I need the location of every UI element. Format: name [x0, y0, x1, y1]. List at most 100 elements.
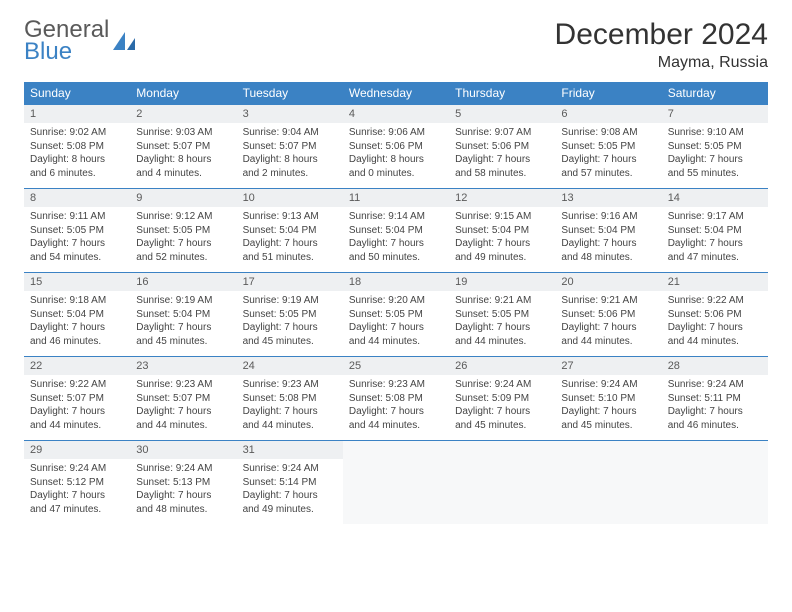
day-number-cell: 11	[343, 189, 449, 208]
day-number-cell: 28	[662, 357, 768, 376]
day-number-cell: 21	[662, 273, 768, 292]
sunset-line: Sunset: 5:11 PM	[668, 392, 762, 406]
day-number-cell: 18	[343, 273, 449, 292]
day-detail-cell: Sunrise: 9:11 AMSunset: 5:05 PMDaylight:…	[24, 207, 130, 273]
day-detail-cell: Sunrise: 9:06 AMSunset: 5:06 PMDaylight:…	[343, 123, 449, 189]
day-detail-cell: Sunrise: 9:24 AMSunset: 5:09 PMDaylight:…	[449, 375, 555, 441]
sunrise-line: Sunrise: 9:19 AM	[136, 294, 230, 308]
day-detail-cell: Sunrise: 9:23 AMSunset: 5:07 PMDaylight:…	[130, 375, 236, 441]
weekday-header: Tuesday	[237, 82, 343, 105]
day-number-cell: 20	[555, 273, 661, 292]
day-number-cell: 16	[130, 273, 236, 292]
day-number-cell: 31	[237, 441, 343, 460]
sunrise-line: Sunrise: 9:11 AM	[30, 210, 124, 224]
day-detail-cell: Sunrise: 9:21 AMSunset: 5:05 PMDaylight:…	[449, 291, 555, 357]
sunset-line: Sunset: 5:04 PM	[349, 224, 443, 238]
sunset-line: Sunset: 5:08 PM	[30, 140, 124, 154]
sunrise-line: Sunrise: 9:23 AM	[136, 378, 230, 392]
day-number-cell: 8	[24, 189, 130, 208]
day-number-cell: 29	[24, 441, 130, 460]
weekday-header: Friday	[555, 82, 661, 105]
day-detail-cell: Sunrise: 9:17 AMSunset: 5:04 PMDaylight:…	[662, 207, 768, 273]
sunrise-line: Sunrise: 9:24 AM	[30, 462, 124, 476]
day-number-cell: 7	[662, 105, 768, 124]
sunrise-line: Sunrise: 9:22 AM	[30, 378, 124, 392]
sunrise-line: Sunrise: 9:20 AM	[349, 294, 443, 308]
sunrise-line: Sunrise: 9:22 AM	[668, 294, 762, 308]
title-block: December 2024 Mayma, Russia	[555, 18, 768, 72]
sunset-line: Sunset: 5:04 PM	[668, 224, 762, 238]
day-detail-cell: Sunrise: 9:23 AMSunset: 5:08 PMDaylight:…	[343, 375, 449, 441]
sunrise-line: Sunrise: 9:17 AM	[668, 210, 762, 224]
day-detail-cell: Sunrise: 9:19 AMSunset: 5:04 PMDaylight:…	[130, 291, 236, 357]
sunrise-line: Sunrise: 9:16 AM	[561, 210, 655, 224]
day-detail-cell	[449, 459, 555, 524]
daylight-line: Daylight: 7 hours and 52 minutes.	[136, 237, 230, 264]
day-detail-cell: Sunrise: 9:08 AMSunset: 5:05 PMDaylight:…	[555, 123, 661, 189]
sunset-line: Sunset: 5:13 PM	[136, 476, 230, 490]
daylight-line: Daylight: 7 hours and 48 minutes.	[136, 489, 230, 516]
daylight-line: Daylight: 7 hours and 44 minutes.	[455, 321, 549, 348]
daylight-line: Daylight: 7 hours and 44 minutes.	[30, 405, 124, 432]
daylight-line: Daylight: 7 hours and 44 minutes.	[243, 405, 337, 432]
daylight-line: Daylight: 7 hours and 46 minutes.	[30, 321, 124, 348]
sunrise-line: Sunrise: 9:03 AM	[136, 126, 230, 140]
sunrise-line: Sunrise: 9:10 AM	[668, 126, 762, 140]
day-detail-cell: Sunrise: 9:21 AMSunset: 5:06 PMDaylight:…	[555, 291, 661, 357]
daylight-line: Daylight: 7 hours and 47 minutes.	[30, 489, 124, 516]
daylight-line: Daylight: 7 hours and 57 minutes.	[561, 153, 655, 180]
day-number-cell	[555, 441, 661, 460]
day-detail-cell: Sunrise: 9:10 AMSunset: 5:05 PMDaylight:…	[662, 123, 768, 189]
daylight-line: Daylight: 7 hours and 55 minutes.	[668, 153, 762, 180]
sunrise-line: Sunrise: 9:24 AM	[455, 378, 549, 392]
day-number-cell: 27	[555, 357, 661, 376]
daylight-line: Daylight: 7 hours and 48 minutes.	[561, 237, 655, 264]
daylight-line: Daylight: 7 hours and 46 minutes.	[668, 405, 762, 432]
day-number-cell: 30	[130, 441, 236, 460]
sunset-line: Sunset: 5:05 PM	[668, 140, 762, 154]
day-detail-cell: Sunrise: 9:18 AMSunset: 5:04 PMDaylight:…	[24, 291, 130, 357]
day-number-row: 1234567	[24, 105, 768, 124]
day-detail-cell: Sunrise: 9:19 AMSunset: 5:05 PMDaylight:…	[237, 291, 343, 357]
sunrise-line: Sunrise: 9:02 AM	[30, 126, 124, 140]
daylight-line: Daylight: 8 hours and 2 minutes.	[243, 153, 337, 180]
day-detail-cell: Sunrise: 9:24 AMSunset: 5:14 PMDaylight:…	[237, 459, 343, 524]
sunset-line: Sunset: 5:14 PM	[243, 476, 337, 490]
sunset-line: Sunset: 5:06 PM	[668, 308, 762, 322]
day-number-cell: 10	[237, 189, 343, 208]
day-number-cell: 25	[343, 357, 449, 376]
daylight-line: Daylight: 7 hours and 47 minutes.	[668, 237, 762, 264]
weekday-header: Saturday	[662, 82, 768, 105]
sunrise-line: Sunrise: 9:24 AM	[561, 378, 655, 392]
sunrise-line: Sunrise: 9:07 AM	[455, 126, 549, 140]
sunset-line: Sunset: 5:09 PM	[455, 392, 549, 406]
weekday-header: Wednesday	[343, 82, 449, 105]
sunset-line: Sunset: 5:12 PM	[30, 476, 124, 490]
sunrise-line: Sunrise: 9:04 AM	[243, 126, 337, 140]
sunrise-line: Sunrise: 9:23 AM	[243, 378, 337, 392]
daylight-line: Daylight: 7 hours and 49 minutes.	[243, 489, 337, 516]
day-number-cell: 1	[24, 105, 130, 124]
day-number-row: 293031	[24, 441, 768, 460]
sunset-line: Sunset: 5:04 PM	[243, 224, 337, 238]
daylight-line: Daylight: 7 hours and 45 minutes.	[561, 405, 655, 432]
sunrise-line: Sunrise: 9:13 AM	[243, 210, 337, 224]
sunset-line: Sunset: 5:04 PM	[136, 308, 230, 322]
daylight-line: Daylight: 7 hours and 49 minutes.	[455, 237, 549, 264]
day-number-cell: 5	[449, 105, 555, 124]
sunset-line: Sunset: 5:07 PM	[30, 392, 124, 406]
day-detail-cell: Sunrise: 9:07 AMSunset: 5:06 PMDaylight:…	[449, 123, 555, 189]
sunset-line: Sunset: 5:05 PM	[30, 224, 124, 238]
daylight-line: Daylight: 7 hours and 44 minutes.	[349, 321, 443, 348]
sunset-line: Sunset: 5:05 PM	[561, 140, 655, 154]
sunset-line: Sunset: 5:06 PM	[455, 140, 549, 154]
sunrise-line: Sunrise: 9:15 AM	[455, 210, 549, 224]
day-number-cell: 19	[449, 273, 555, 292]
daylight-line: Daylight: 7 hours and 50 minutes.	[349, 237, 443, 264]
day-detail-cell: Sunrise: 9:22 AMSunset: 5:07 PMDaylight:…	[24, 375, 130, 441]
daylight-line: Daylight: 7 hours and 58 minutes.	[455, 153, 549, 180]
day-detail-cell: Sunrise: 9:16 AMSunset: 5:04 PMDaylight:…	[555, 207, 661, 273]
day-number-row: 22232425262728	[24, 357, 768, 376]
day-detail-cell: Sunrise: 9:04 AMSunset: 5:07 PMDaylight:…	[237, 123, 343, 189]
sunset-line: Sunset: 5:05 PM	[136, 224, 230, 238]
